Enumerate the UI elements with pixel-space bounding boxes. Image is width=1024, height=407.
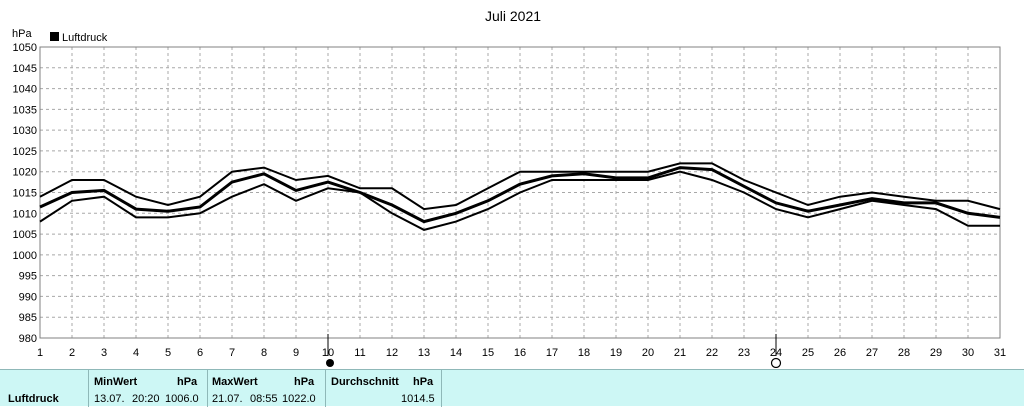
- stats-divider: [207, 370, 208, 407]
- x-tick-label: 6: [197, 347, 203, 359]
- y-tick-label: 1015: [13, 188, 37, 200]
- chart-title: Juli 2021: [485, 8, 541, 24]
- max-unit: hPa: [294, 376, 315, 388]
- stats-row-label-cell: Luftdruck: [0, 370, 88, 407]
- avg-header: Durchschnitt: [331, 376, 399, 388]
- x-tick-label: 31: [994, 347, 1006, 359]
- y-tick-label: 1010: [13, 208, 37, 220]
- stats-divider: [88, 370, 89, 407]
- x-tick-label: 7: [229, 347, 235, 359]
- x-axis: 1 2 3 4 5 6 7 8 9 10 11 12 13 14 15 16 17 18 19 20 21 22 23 24 2…: [37, 347, 1006, 359]
- x-tick-label: 12: [386, 347, 398, 359]
- x-tick-label: 19: [610, 347, 622, 359]
- x-tick-label: 30: [962, 347, 974, 359]
- stats-divider: [441, 370, 442, 407]
- y-tick-label: 1030: [13, 125, 37, 137]
- y-tick-label: 990: [19, 291, 37, 303]
- y-tick-label: 1040: [13, 84, 37, 96]
- max-header: MaxWert: [212, 376, 258, 388]
- y-tick-label: 995: [19, 271, 37, 283]
- avg-value: 1014.5: [401, 393, 435, 405]
- y-axis-unit: hPa: [12, 28, 32, 40]
- x-tick-label: 2: [69, 347, 75, 359]
- series-line-min: [39, 170, 1000, 231]
- x-tick-label: 11: [354, 347, 365, 359]
- x-tick-label: 4: [133, 347, 139, 359]
- avg-unit: hPa: [413, 376, 434, 388]
- full-moon-icon: [326, 359, 334, 367]
- plot-frame: [39, 46, 1001, 339]
- min-time: 20:20: [132, 393, 160, 405]
- moon-markers: [326, 334, 782, 368]
- new-moon-icon: [770, 357, 782, 368]
- min-value: 1006.0: [165, 393, 199, 405]
- y-tick-label: 1050: [13, 42, 37, 54]
- max-time: 08:55: [250, 393, 278, 405]
- y-tick-label: 980: [19, 333, 37, 345]
- y-tick-label: 985: [19, 312, 37, 324]
- x-tick-label: 23: [738, 347, 750, 359]
- x-tick-label: 14: [450, 347, 462, 359]
- legend-swatch: [50, 32, 59, 41]
- x-tick-label: 26: [834, 347, 846, 359]
- min-date: 13.07.: [94, 393, 125, 405]
- x-tick-label: 20: [642, 347, 654, 359]
- legend-label: Luftdruck: [62, 32, 108, 44]
- series-group: [39, 162, 1001, 231]
- y-tick-label: 1020: [13, 167, 37, 179]
- y-tick-label: 1005: [13, 229, 37, 241]
- max-value: 1022.0: [282, 393, 316, 405]
- min-unit: hPa: [177, 376, 198, 388]
- grid: [40, 47, 1000, 338]
- max-date: 21.07.: [212, 393, 243, 405]
- x-tick-label: 28: [898, 347, 910, 359]
- x-tick-label: 5: [165, 347, 171, 359]
- series-line-max: [39, 162, 1001, 211]
- stats-divider: [325, 370, 326, 407]
- y-tick-label: 1045: [13, 63, 37, 75]
- x-tick-label: 22: [706, 347, 718, 359]
- statistics-bar: Luftdruck MinWert hPa 13.07. 20:20 1006.…: [0, 369, 1024, 407]
- x-tick-label: 1: [37, 347, 43, 359]
- min-header: MinWert: [94, 376, 138, 388]
- x-tick-label: 3: [101, 347, 107, 359]
- x-tick-label: 8: [261, 347, 267, 359]
- pressure-chart: Juli 2021 hPa Luftdruck 9809859909951000…: [12, 8, 1006, 368]
- y-tick-label: 1025: [13, 146, 37, 158]
- y-tick-label: 1000: [13, 250, 37, 262]
- series-line-mean: [39, 166, 1001, 224]
- stats-row-label: Luftdruck: [8, 393, 59, 405]
- stats-avg-cell: Durchschnitt hPa 1014.5: [326, 370, 441, 407]
- x-tick-label: 27: [866, 347, 878, 359]
- y-axis: 980 985 990 995 1000 1005 1010 1015 1020 1025 1030…: [13, 42, 37, 345]
- x-tick-label: 16: [514, 347, 526, 359]
- y-tick-label: 1035: [13, 104, 37, 116]
- x-tick-label: 29: [930, 347, 942, 359]
- x-tick-label: 25: [802, 347, 814, 359]
- stats-max-cell: MaxWert hPa 21.07. 08:55 1022.0: [208, 370, 325, 407]
- x-tick-label: 21: [674, 347, 686, 359]
- x-tick-label: 13: [418, 347, 430, 359]
- x-tick-label: 17: [546, 347, 558, 359]
- stats-min-cell: MinWert hPa 13.07. 20:20 1006.0: [89, 370, 207, 407]
- x-tick-label: 15: [482, 347, 494, 359]
- x-tick-label: 18: [578, 347, 590, 359]
- x-tick-label: 9: [293, 347, 299, 359]
